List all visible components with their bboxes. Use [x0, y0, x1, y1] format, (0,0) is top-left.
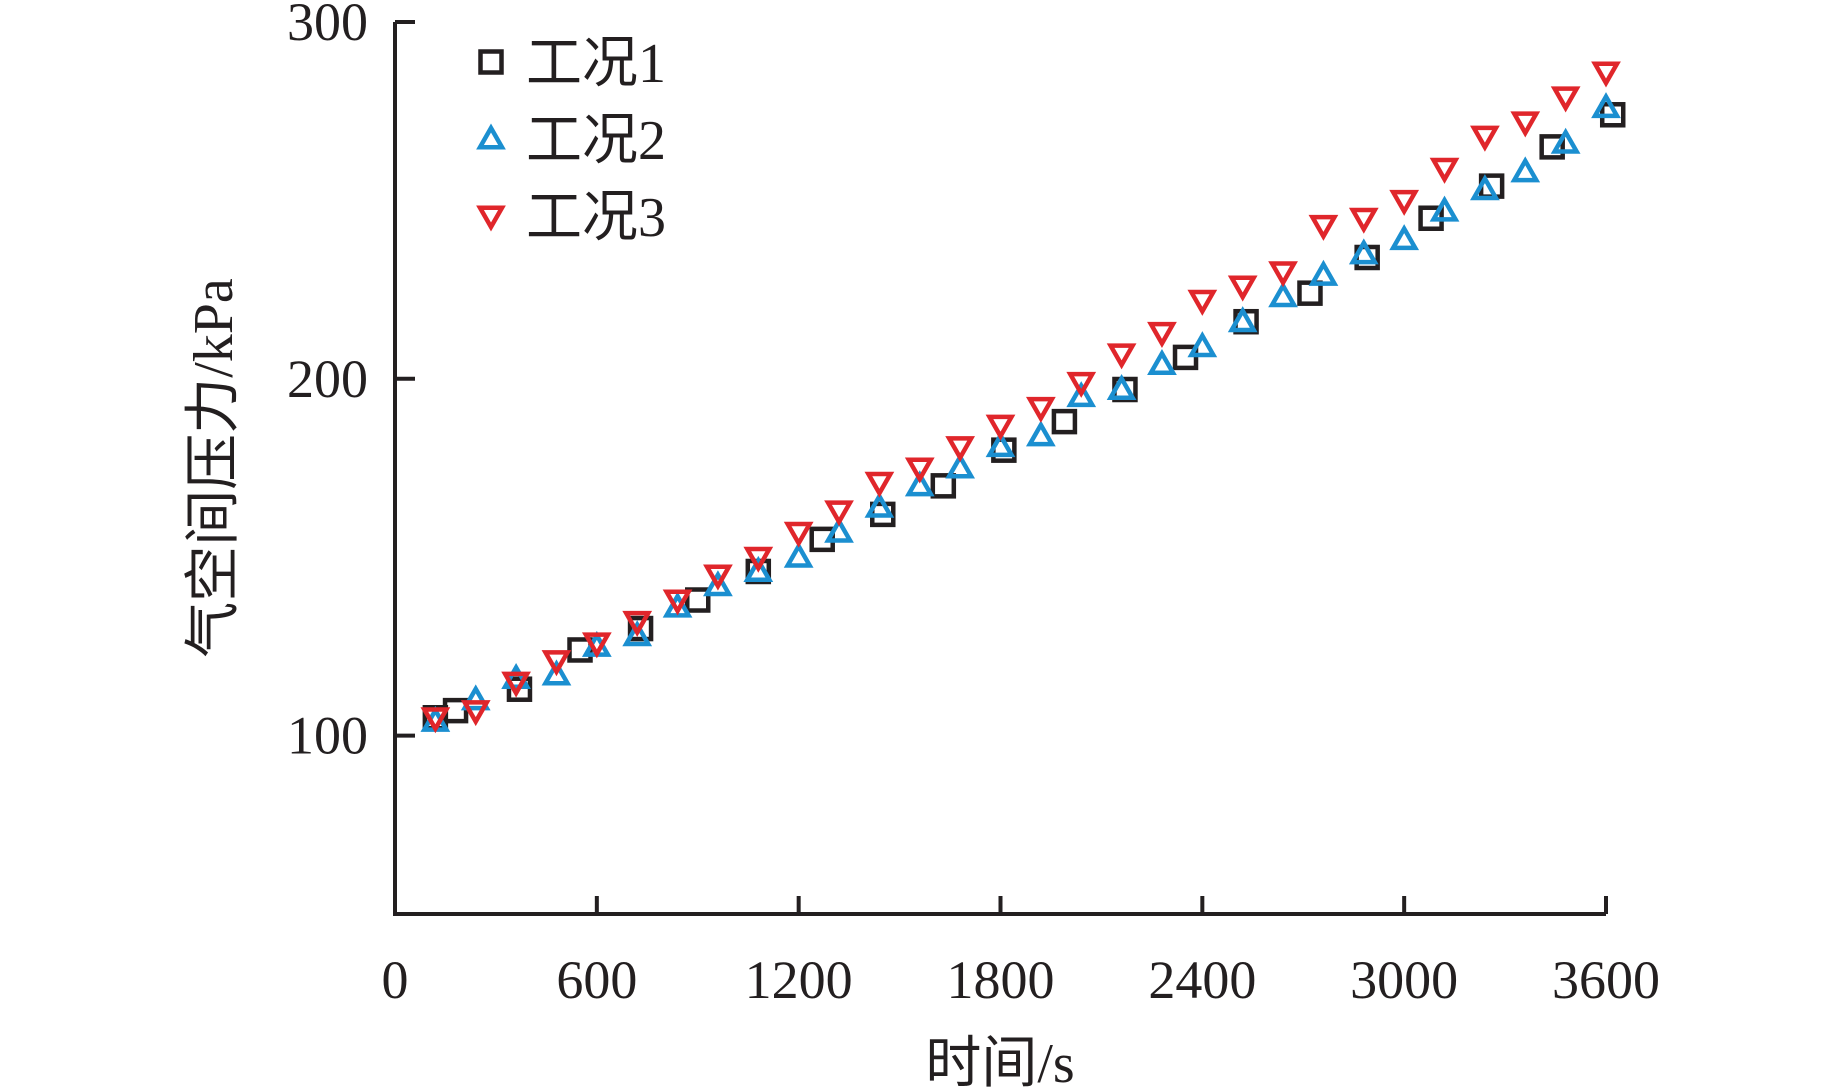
x-tick-label-3000: 3000: [1350, 950, 1458, 1010]
series-2-point: [824, 516, 854, 543]
x-tick-label-1800: 1800: [947, 950, 1055, 1010]
series-2-point: [783, 541, 814, 568]
series-2-point: [460, 684, 491, 711]
x-tick-label-600: 600: [556, 950, 637, 1010]
series-2-point: [1389, 224, 1420, 251]
series-3-point: [864, 471, 895, 498]
legend-marker-3: [476, 205, 506, 232]
series-2-point: [1470, 174, 1500, 201]
series-2-point: [1025, 420, 1056, 447]
series-2-point: [541, 659, 572, 686]
y-tick-label-200: 200: [287, 349, 368, 409]
series-3-point: [824, 500, 854, 527]
series-3-point: [1227, 275, 1258, 302]
series-3-point: [1308, 214, 1339, 241]
series-3-point: [743, 546, 774, 573]
series-1-point: [1172, 344, 1199, 371]
series-3: [420, 61, 1621, 734]
series-2-point: [1106, 373, 1137, 401]
series-3-point: [904, 457, 935, 484]
series-3-point: [1268, 261, 1298, 288]
series-3-point: [1591, 61, 1621, 88]
series-2-point: [622, 620, 653, 647]
series-3-point: [945, 436, 976, 463]
series-2-point: [904, 470, 935, 497]
series-2-point: [1510, 156, 1541, 183]
series-2-point: [864, 491, 895, 518]
x-tick-label-2400: 2400: [1148, 950, 1256, 1010]
series-2-point: [1147, 348, 1177, 376]
data-points: [420, 61, 1626, 734]
series-3-point: [1429, 157, 1460, 184]
series-2-point: [945, 452, 976, 479]
series-2-point: [1591, 92, 1621, 119]
series-3-point: [1106, 343, 1137, 370]
series-3-point: [1187, 289, 1218, 316]
series-3-point: [460, 700, 491, 727]
series-3-point: [501, 671, 531, 698]
series-3-point: [581, 632, 612, 659]
legend-marker-1: [478, 49, 504, 75]
series-3-point: [1025, 396, 1056, 423]
series-3-point: [1066, 371, 1097, 398]
x-tick-label-0: 0: [382, 950, 409, 1010]
series-1-point: [627, 615, 654, 642]
series-2-point: [1227, 306, 1258, 333]
series-2-point: [703, 570, 733, 597]
legend: 工况1 工况2 工况3: [476, 33, 666, 249]
series-1-point: [685, 587, 711, 613]
series-3-point: [1348, 207, 1379, 234]
y-tick-label-300: 300: [287, 0, 368, 52]
ticks: 0 600 1200 1800 2400 3000 3600 100 200 300: [287, 0, 1660, 1010]
series-3-point: [985, 414, 1016, 441]
series-3-point: [662, 589, 693, 616]
series-1-point: [1297, 280, 1323, 306]
series-2-point: [1187, 331, 1218, 358]
series-3-point: [1389, 189, 1420, 216]
series-2-point: [501, 662, 531, 690]
series-3-point: [783, 521, 814, 548]
series-3-point: [541, 650, 572, 677]
series-3-point: [1550, 86, 1581, 113]
series-3-point: [622, 610, 653, 637]
legend-label-1: 工况1: [526, 33, 666, 95]
series-2-point: [1268, 281, 1298, 308]
series-3-point: [1470, 125, 1500, 152]
series-2-point: [1066, 381, 1097, 408]
x-axis-title: 时间/s: [925, 1033, 1074, 1091]
series-1-point: [506, 676, 533, 702]
y-tick-label-100: 100: [287, 706, 368, 766]
legend-label-3: 工况3: [526, 187, 666, 249]
series-1-point: [1539, 134, 1565, 160]
legend-label-2: 工况2: [526, 110, 666, 172]
series-2-point: [1308, 259, 1339, 286]
x-tick-label-3600: 3600: [1552, 950, 1660, 1010]
series-2-point: [985, 431, 1016, 458]
legend-marker-2: [476, 123, 506, 150]
series-3-point: [1510, 111, 1541, 138]
series-2-point: [1429, 195, 1460, 222]
y-axis-title: 气空间压力/kPa: [183, 278, 245, 658]
x-tick-label-1200: 1200: [745, 950, 853, 1010]
series-1-point: [1051, 408, 1078, 435]
series-3-point: [1147, 321, 1177, 348]
series-1-point: [930, 473, 957, 499]
series-3-point: [420, 707, 451, 734]
series-3-point: [703, 564, 733, 591]
series-2-point: [1348, 238, 1379, 265]
series-2-point: [743, 555, 774, 582]
series-2-point: [1550, 127, 1581, 154]
